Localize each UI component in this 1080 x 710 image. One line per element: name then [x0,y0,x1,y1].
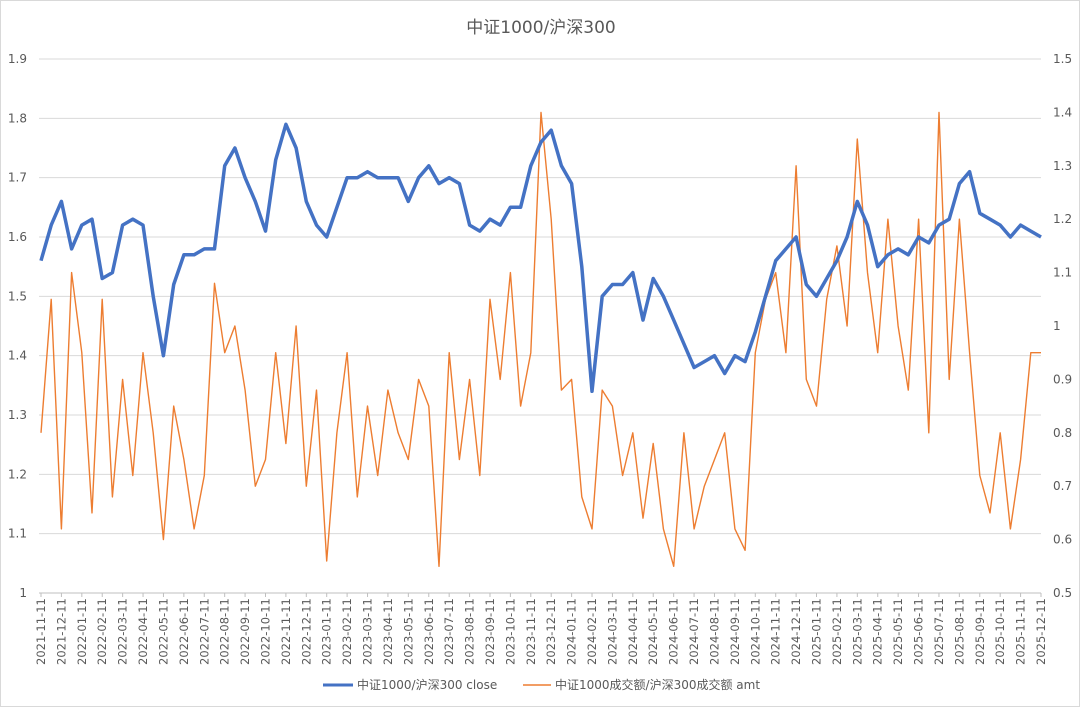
x-axis-tick-label: 2023-07-11 [442,598,456,665]
legend-label-amt: 中证1000成交额/沪深300成交额 amt [555,677,760,692]
x-axis-tick-label: 2025-04-11 [871,598,885,665]
left-axis-tick-label: 1.1 [8,527,27,541]
x-axis-tick-label: 2022-07-11 [197,598,211,665]
series-line-amt [40,111,1041,567]
x-axis-tick-label: 2024-06-11 [667,598,681,665]
x-axis-tick-label: 2023-05-11 [401,598,415,665]
x-axis-tick-label: 2025-12-11 [1034,598,1048,665]
x-axis-tick-label: 2022-09-11 [238,598,252,665]
legend: 中证1000/沪深300 close 中证1000成交额/沪深300成交额 am… [323,677,760,692]
left-axis-tick-label: 1.5 [8,289,27,303]
x-axis-tick-label: 2023-03-11 [361,598,375,665]
x-axis-tick-label: 2023-08-11 [463,598,477,665]
right-axis-tick-label: 1.1 [1053,266,1072,280]
left-axis-tick-label: 1.9 [8,52,27,66]
x-axis-tick-label: 2021-12-11 [54,598,68,665]
right-axis-tick-label: 0.5 [1053,586,1072,600]
x-axis-tick-label: 2025-05-11 [891,598,905,665]
x-axis-tick-label: 2023-06-11 [422,598,436,665]
x-axis-tick-label: 2022-12-11 [299,598,313,665]
left-axis-tick-label: 1.7 [8,171,27,185]
legend-label-close: 中证1000/沪深300 close [357,677,497,692]
right-axis-tick-label: 1.3 [1053,159,1072,173]
x-axis-tick-label: 2023-10-11 [503,598,517,665]
chart-title: 中证1000/沪深300 [466,18,615,38]
x-axis-tick-label: 2022-06-11 [177,598,191,665]
x-axis-tick-label: 2024-12-11 [789,598,803,665]
x-axis-tick-label: 2023-11-11 [524,598,538,665]
x-axis-tick-label: 2025-02-11 [830,598,844,665]
right-axis-tick-label: 1 [1053,319,1061,333]
left-axis-tick-label: 1.6 [8,230,27,244]
left-axis-tick-label: 1.2 [8,467,27,481]
x-axis-tick-label: 2024-01-11 [565,598,579,665]
x-axis-tick-label: 2024-02-11 [585,598,599,665]
x-axis-tick-label: 2024-04-11 [626,598,640,665]
x-axis-tick-label: 2023-04-11 [381,598,395,665]
x-axis-tick-label: 2025-09-11 [973,598,987,665]
x-axis-tick-label: 2025-06-11 [912,598,926,665]
x-axis-tick-label: 2022-02-11 [95,598,109,665]
right-axis-tick-label: 1.5 [1053,52,1072,66]
left-axis-tick-label: 1.4 [8,349,27,363]
right-axis-tick-label: 0.9 [1053,372,1072,386]
x-axis-tick-label: 2024-08-11 [707,598,721,665]
series-line-close [39,122,1042,394]
left-axis-tick-label: 1.8 [8,111,27,125]
x-axis-tick-label: 2024-07-11 [687,598,701,665]
x-axis-tick-label: 2024-09-11 [728,598,742,665]
x-axis-tick-label: 2022-05-11 [156,598,170,665]
x-axis-tick-label: 2023-02-11 [340,598,354,665]
x-axis-tick-label: 2023-12-11 [544,598,558,665]
x-axis-tick-label: 2025-01-11 [810,598,824,665]
x-axis-tick-label: 2025-08-11 [952,598,966,665]
x-axis-tick-label: 2024-05-11 [646,598,660,665]
x-axis-tick-label: 2025-11-11 [1014,598,1028,665]
x-axis-tick-label: 2022-10-11 [258,598,272,665]
x-axis-tick-label: 2023-01-11 [320,598,334,665]
right-axis-tick-label: 0.8 [1053,426,1072,440]
x-axis-tick-label: 2024-11-11 [769,598,783,665]
x-axis-tick-label: 2024-03-11 [605,598,619,665]
left-axis-tick-label: 1 [19,586,27,600]
x-axis-tick-label: 2025-03-11 [850,598,864,665]
x-axis-tick-label: 2024-10-11 [748,598,762,665]
right-axis-tick-label: 1.2 [1053,212,1072,226]
left-axis-tick-label: 1.3 [8,408,27,422]
right-axis-tick-label: 0.6 [1053,533,1072,547]
x-axis-tick-label: 2022-04-11 [136,598,150,665]
x-axis-tick-label: 2022-03-11 [116,598,130,665]
x-axis-tick-label: 2025-10-11 [993,598,1007,665]
x-axis-tick-label: 2022-11-11 [279,598,293,665]
x-axis-tick-label: 2025-07-11 [932,598,946,665]
x-axis-tick-label: 2023-09-11 [483,598,497,665]
x-axis-tick-label: 2022-01-11 [75,598,89,665]
x-axis-tick-label: 2021-11-11 [34,598,48,665]
x-axis-tick-label: 2022-08-11 [218,598,232,665]
right-axis-tick-label: 1.4 [1053,105,1072,119]
right-axis-tick-label: 0.7 [1053,479,1072,493]
